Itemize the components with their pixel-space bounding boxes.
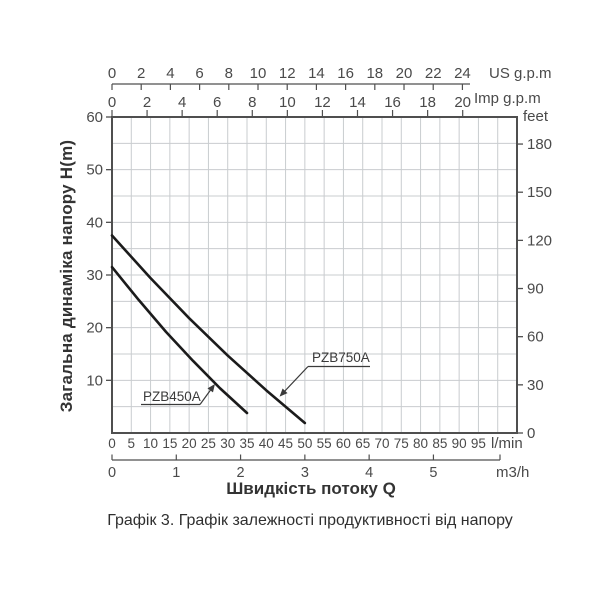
imp-gpm-tick-label: 18 [419,94,436,111]
meters-tick-label: 40 [86,214,103,231]
imp-gpm-unit-label: Imp g.p.m [474,90,541,107]
imp-gpm-tick-label: 6 [213,94,221,111]
lmin-unit-label: l/min [491,435,523,452]
feet-tick-label: 60 [527,329,544,346]
feet-tick-label: 90 [527,281,544,298]
y-axis-title: Загальна динаміка напору H(m) [57,139,76,413]
imp-gpm-tick-label: 12 [314,94,331,111]
meters-tick-label: 10 [86,372,103,389]
lmin-tick-label: 30 [220,436,235,451]
m3h-unit-label: m3/h [496,464,529,481]
us-gpm-tick-label: 4 [166,65,174,82]
m3h-tick-label: 2 [237,465,245,481]
lmin-tick-label: 10 [143,436,158,451]
feet-unit-label: feet [523,108,549,125]
lmin-tick-label: 20 [182,436,197,451]
imp-gpm-tick-label: 14 [349,94,366,111]
imp-gpm-tick-label: 8 [248,94,256,111]
lmin-tick-label: 90 [452,436,467,451]
lmin-tick-label: 40 [259,436,274,451]
lmin-tick-label: 80 [413,436,428,451]
us-gpm-tick-label: 22 [425,65,442,82]
figure-caption: Графік 3. Графік залежності продуктивнос… [107,512,513,529]
lmin-tick-label: 85 [432,436,447,451]
us-gpm-tick-label: 20 [396,65,413,82]
meters-tick-label: 20 [86,320,103,337]
feet-tick-label: 30 [527,377,544,394]
imp-gpm-tick-label: 2 [143,94,151,111]
m3h-tick-label: 4 [365,465,373,481]
curve-label-pzb750a: PZB750A [312,350,370,365]
lmin-tick-label: 35 [239,436,254,451]
meters-tick-label: 50 [86,162,103,179]
x-axis-title: Швидкість потоку Q [226,479,396,498]
curve-label-leader [199,387,213,405]
m3h-tick-label: 3 [301,465,309,481]
lmin-tick-label: 0 [108,436,116,451]
imp-gpm-tick-label: 20 [454,94,471,111]
m3h-tick-label: 5 [429,465,437,481]
lmin-tick-label: 75 [394,436,409,451]
imp-gpm-tick-label: 0 [108,94,116,111]
us-gpm-tick-label: 0 [108,65,116,82]
feet-tick-label: 0 [527,425,535,442]
imp-gpm-tick-label: 16 [384,94,401,111]
curve-label-pzb450a: PZB450A [143,389,201,404]
lmin-tick-label: 50 [297,436,312,451]
us-gpm-tick-label: 10 [250,65,267,82]
feet-tick-label: 180 [527,136,552,153]
lmin-tick-label: 65 [355,436,370,451]
feet-tick-label: 150 [527,184,552,201]
lmin-tick-label: 5 [128,436,136,451]
imp-gpm-tick-label: 10 [279,94,296,111]
curve-label-leader [282,366,309,394]
us-gpm-tick-label: 14 [308,65,325,82]
us-gpm-tick-label: 16 [337,65,354,82]
m3h-tick-label: 1 [172,465,180,481]
m3h-tick-label: 0 [108,465,116,481]
feet-tick-label: 120 [527,232,552,249]
lmin-tick-label: 60 [336,436,351,451]
meters-tick-label: 60 [86,109,103,126]
us-gpm-tick-label: 12 [279,65,296,82]
lmin-tick-label: 15 [162,436,177,451]
lmin-tick-label: 95 [471,436,486,451]
imp-gpm-tick-label: 4 [178,94,186,111]
us-gpm-tick-label: 8 [225,65,233,82]
lmin-tick-label: 25 [201,436,216,451]
lmin-tick-label: 45 [278,436,293,451]
us-gpm-tick-label: 2 [137,65,145,82]
curve-pzb750a [110,234,307,425]
us-gpm-tick-label: 24 [454,65,471,82]
meters-tick-label: 30 [86,267,103,284]
curve-label-arrowhead [279,388,288,397]
lmin-tick-label: 70 [374,436,389,451]
curve-label-arrowhead [207,383,215,393]
us-gpm-tick-label: 18 [366,65,383,82]
lmin-tick-label: 55 [317,436,332,451]
us-gpm-unit-label: US g.p.m [489,65,552,82]
curve-pzb450a [110,265,249,415]
us-gpm-tick-label: 6 [195,65,203,82]
